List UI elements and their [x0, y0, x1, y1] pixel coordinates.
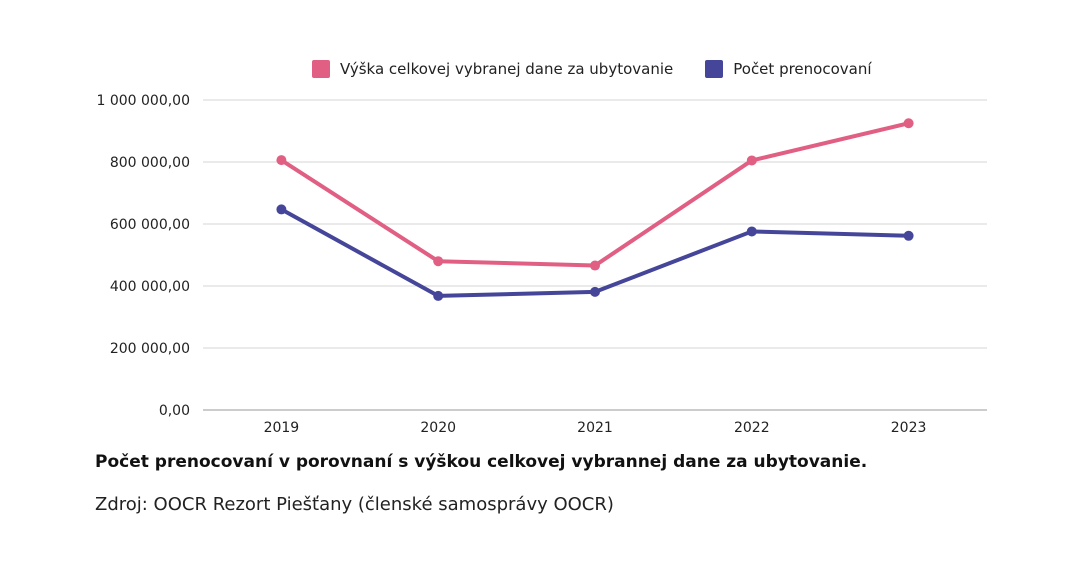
y-tick-label: 800 000,00 [110, 155, 190, 171]
data-point [903, 230, 914, 241]
data-point [746, 155, 757, 166]
legend-item-tax: Výška celkovej vybranej dane za ubytovan… [312, 60, 673, 78]
y-tick-label: 400 000,00 [110, 279, 190, 295]
data-point [276, 155, 287, 166]
legend: Výška celkovej vybranej dane za ubytovan… [312, 60, 872, 78]
chart-source: Zdroj: OOCR Rezort Piešťany (členské sam… [95, 494, 614, 515]
legend-item-overnights: Počet prenocovaní [705, 60, 872, 78]
data-point [903, 118, 914, 129]
data-point [433, 256, 444, 267]
y-tick-label: 600 000,00 [110, 217, 190, 233]
data-point [433, 290, 444, 301]
data-point [590, 286, 600, 297]
x-tick-label: 2022 [734, 420, 770, 436]
legend-label-overnights: Počet prenocovaní [733, 60, 872, 78]
chart-caption: Počet prenocovaní v porovnaní s výškou c… [95, 452, 868, 472]
x-tick-label: 2019 [264, 420, 300, 436]
data-point [746, 226, 757, 237]
data-point [276, 204, 287, 215]
legend-swatch-tax [312, 60, 330, 78]
series-line-0 [280, 121, 910, 268]
data-point [590, 260, 600, 271]
y-tick-label: 200 000,00 [110, 341, 190, 357]
legend-label-tax: Výška celkovej vybranej dane za ubytovan… [340, 60, 674, 78]
y-tick-label: 1 000 000,00 [96, 93, 190, 109]
y-tick-label: 0,00 [159, 403, 190, 419]
x-tick-label: 2023 [891, 420, 927, 436]
x-tick-label: 2020 [420, 420, 456, 436]
legend-swatch-overnights [705, 60, 724, 78]
x-tick-label: 2021 [577, 420, 613, 436]
